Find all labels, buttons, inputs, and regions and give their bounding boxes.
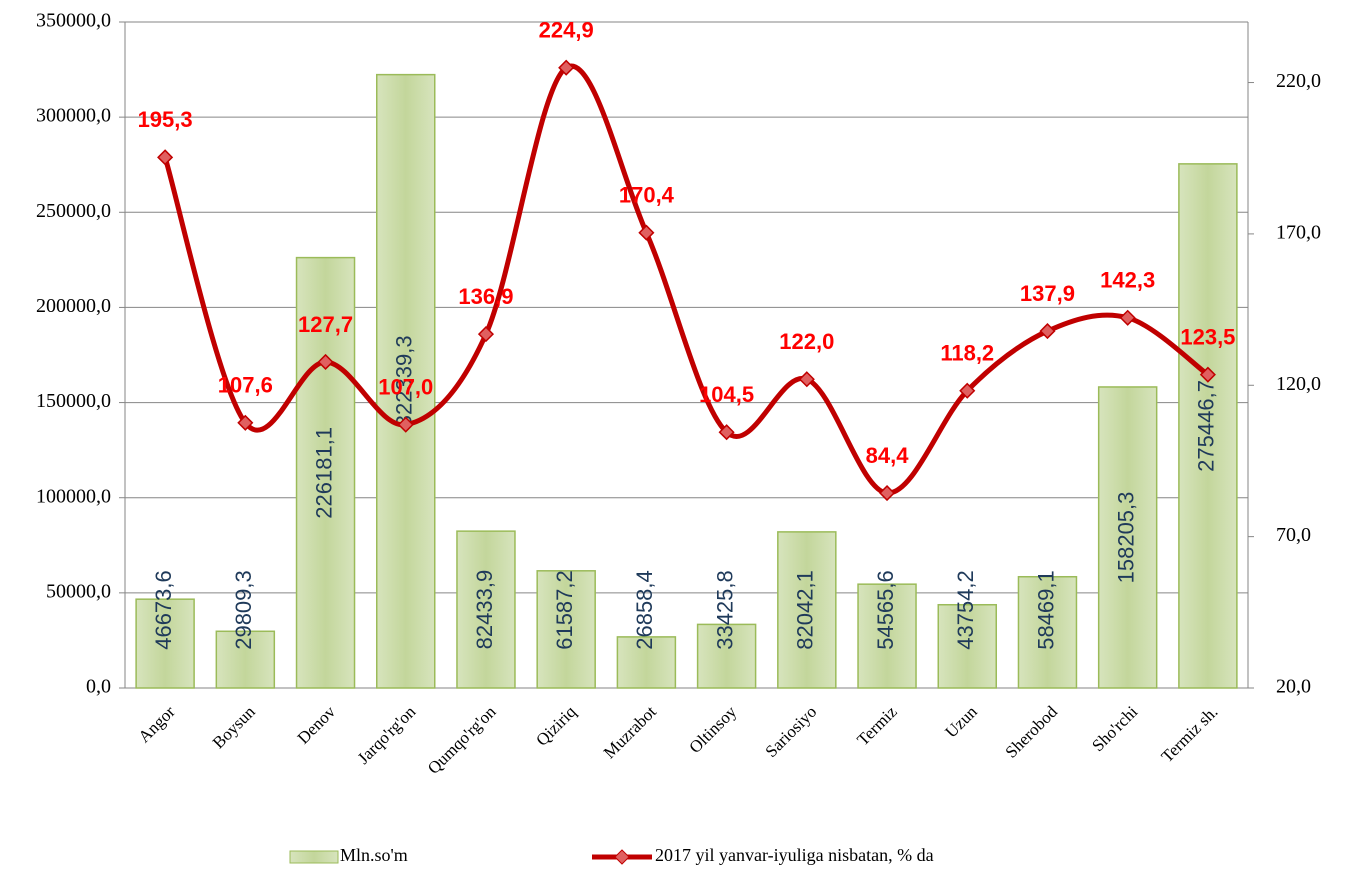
bar	[215, 630, 276, 689]
line-value-label: 137,9	[1020, 281, 1075, 306]
bar	[376, 73, 436, 689]
bar-value-label: 54565,6	[873, 570, 898, 650]
bar	[456, 530, 516, 689]
bar	[857, 583, 917, 689]
bar	[536, 570, 596, 689]
bar-value-label: 58469,1	[1033, 570, 1058, 650]
line-marker	[638, 224, 655, 241]
bar-value-label: 43754,2	[953, 570, 978, 650]
line-marker	[317, 353, 334, 371]
y-tick-label: 300000,0	[36, 105, 111, 127]
bar	[1178, 163, 1238, 689]
line-marker	[397, 416, 414, 433]
y2-tick-label: 220,0	[1276, 70, 1321, 92]
line-value-label: 170,4	[619, 183, 675, 208]
x-tick-label: Sherobod	[1002, 702, 1062, 762]
y2-tick-label: 20,0	[1276, 676, 1311, 698]
line-value-label: 122,0	[779, 329, 834, 354]
x-tick-label: Denov	[294, 702, 340, 748]
y-tick-label: 0,0	[86, 676, 111, 698]
line-marker	[477, 326, 495, 343]
line-value-label: 123,5	[1180, 324, 1235, 349]
line-value-label: 136,9	[458, 284, 513, 309]
x-tick-label: Termiz sh.	[1157, 702, 1221, 766]
x-tick-label: Jarqo'rg'on	[354, 702, 420, 768]
y-tick-label: 200000,0	[36, 295, 111, 317]
legend-swatch	[289, 850, 339, 864]
line-marker	[718, 424, 735, 441]
y2-tick-label: 70,0	[1276, 524, 1311, 546]
line-marker	[959, 382, 976, 399]
bar-value-label: 26858,4	[632, 570, 657, 650]
line-marker	[1039, 323, 1056, 340]
line-marker	[878, 484, 896, 502]
x-tick-label: Qumqo'rg'on	[424, 702, 500, 778]
y-tick-label: 100000,0	[36, 485, 111, 507]
line-value-label: 107,6	[218, 373, 273, 398]
line-marker	[237, 414, 254, 431]
bar-value-label: 46673,6	[151, 570, 176, 650]
line-value-label: 107,0	[378, 374, 433, 399]
bar-value-label: 226181,1	[311, 427, 336, 519]
bar	[616, 636, 677, 689]
bar-value-label: 82042,1	[793, 570, 818, 650]
bar	[1097, 386, 1158, 689]
x-tick-label: Angor	[135, 702, 179, 746]
bar-value-label: 322339,3	[392, 335, 417, 427]
y-tick-label: 250000,0	[36, 200, 111, 222]
bar-value-label: 158205,3	[1113, 492, 1138, 584]
bar	[777, 531, 837, 689]
bar-value-label: 29809,3	[231, 570, 256, 650]
bar	[135, 598, 195, 689]
bar	[937, 603, 997, 689]
y-tick-label: 350000,0	[36, 10, 111, 32]
legend-marker	[614, 849, 630, 865]
line-marker	[157, 149, 174, 166]
line-marker	[1119, 309, 1136, 326]
legend-label: 2017 yil yanvar-iyuliga nisbatan, % da	[655, 845, 934, 865]
x-tick-label: Oltinsoy	[685, 702, 740, 757]
bar-value-label: 275446,7	[1194, 380, 1219, 472]
x-tick-label: Qiziriq	[532, 702, 580, 750]
bar-value-label: 61587,2	[552, 570, 577, 650]
legend-label: Mln.so'm	[340, 845, 408, 865]
y-tick-label: 150000,0	[36, 390, 111, 412]
line-value-label: 104,5	[699, 382, 754, 407]
y2-tick-label: 120,0	[1276, 373, 1321, 395]
x-tick-label: Uzun	[941, 702, 981, 742]
line-marker	[1199, 366, 1216, 383]
line-value-label: 84,4	[866, 443, 910, 468]
x-tick-label: Termiz	[853, 702, 901, 750]
line-marker	[558, 59, 575, 76]
line-marker	[798, 371, 815, 388]
line-value-label: 195,3	[138, 107, 193, 132]
x-tick-label: Sho'rchi	[1088, 702, 1141, 755]
x-tick-label: Muzrabot	[600, 702, 660, 762]
line-value-label: 127,7	[298, 312, 353, 337]
x-tick-label: Boysun	[209, 702, 260, 753]
bar-value-label: 82433,9	[472, 570, 497, 650]
bar	[1017, 575, 1078, 689]
bar	[295, 256, 356, 689]
bar	[696, 623, 757, 689]
line-value-label: 142,3	[1100, 268, 1155, 293]
x-tick-label: Sariosiyo	[762, 702, 821, 761]
y2-tick-label: 170,0	[1276, 222, 1321, 244]
y-tick-label: 50000,0	[46, 580, 111, 602]
line-value-label: 224,9	[539, 18, 594, 43]
bar-value-label: 33425,8	[712, 570, 737, 650]
line-value-label: 118,2	[940, 341, 994, 366]
